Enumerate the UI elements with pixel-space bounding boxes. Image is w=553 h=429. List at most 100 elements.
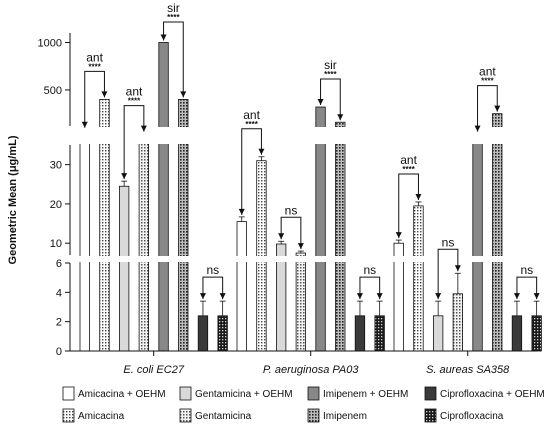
bar	[217, 315, 228, 352]
y-tick-label: 30	[50, 160, 62, 172]
significance-bracket	[163, 21, 184, 98]
bar	[158, 42, 169, 352]
significance-label: ns	[206, 263, 219, 277]
group-label: P. aeruginosa PA03	[263, 364, 359, 376]
arrowhead	[494, 105, 501, 112]
bar	[236, 221, 247, 352]
legend: Amicacina + OEHM Gentamicina + OEHM Imipen…	[62, 386, 545, 423]
significance-label: ns	[363, 263, 376, 277]
significance-label: ant	[86, 50, 103, 64]
legend-swatch	[62, 386, 75, 401]
significance-label: ns	[442, 235, 455, 249]
significance-label: sir	[324, 58, 337, 72]
y-tick-label: 500	[44, 85, 62, 97]
arrowhead	[219, 293, 226, 300]
significance-label: ant	[126, 85, 143, 99]
significance-bracket	[516, 276, 538, 300]
arrowhead	[454, 265, 461, 272]
legend-swatch	[62, 408, 75, 423]
arrowhead	[160, 34, 167, 41]
bar	[197, 315, 209, 352]
arrowhead	[180, 91, 187, 98]
y-tick-label: 0	[56, 346, 62, 358]
legend-label: Imipenem	[323, 411, 367, 422]
significance-stars: ****	[481, 77, 494, 86]
bar	[138, 133, 150, 352]
significance-bracket	[84, 70, 105, 128]
bar	[432, 315, 444, 352]
bar	[354, 315, 366, 352]
arrowhead	[415, 193, 422, 200]
significance-label: ant	[479, 65, 496, 79]
significance-bracket	[320, 78, 341, 121]
axis-break	[63, 256, 538, 262]
legend-label: Amicacina	[78, 411, 125, 422]
arrowhead	[513, 293, 520, 300]
legend-swatch	[179, 386, 192, 401]
arrowhead	[101, 91, 108, 98]
bar	[531, 315, 542, 352]
group-label: E. coli EC27	[123, 364, 184, 376]
bar	[511, 315, 523, 352]
bar	[472, 133, 483, 352]
significance-label: ant	[243, 108, 260, 122]
bar	[374, 315, 385, 352]
significance-stars: ****	[128, 97, 141, 106]
arrowhead	[435, 293, 442, 300]
legend-swatch	[179, 408, 192, 423]
legend-label: Imipenem + OEHM	[323, 389, 408, 400]
significance-stars: ****	[402, 165, 415, 174]
arrowhead	[140, 125, 147, 132]
annotations-layer: ****ant****ant****sirns****antns****sirn…	[81, 1, 540, 300]
y-tick-label: 2	[56, 317, 62, 329]
significance-bracket	[123, 105, 145, 180]
legend-label: Ciprofloxacina	[440, 411, 504, 422]
significance-stars: ****	[324, 70, 337, 79]
arrowhead	[121, 173, 128, 180]
significance-label: sir	[167, 1, 180, 15]
significance-stars: ****	[88, 62, 101, 71]
bar	[335, 121, 346, 352]
significance-bracket	[398, 173, 419, 239]
legend-label: Gentamicina + OEHM	[195, 389, 293, 400]
axis-break	[63, 127, 538, 144]
group-label: S. aureas SA358	[426, 364, 510, 376]
arrowhead	[278, 233, 285, 240]
bar	[413, 205, 424, 352]
arrowhead	[258, 148, 265, 155]
significance-bracket	[477, 85, 498, 132]
y-tick-label: 4	[56, 287, 62, 299]
bar	[295, 252, 307, 352]
significance-label: ns	[520, 263, 533, 277]
legend-swatch	[307, 386, 320, 401]
significance-bracket	[359, 276, 381, 300]
bar	[256, 160, 267, 352]
significance-bracket	[241, 128, 262, 215]
arrowhead	[199, 293, 206, 300]
legend-swatch	[307, 408, 320, 423]
bar	[79, 129, 90, 352]
arrowhead	[376, 293, 383, 300]
legend-label: Ciprofloxacina + OEHM	[440, 389, 545, 400]
arrowhead	[238, 208, 245, 215]
arrowhead	[356, 293, 363, 300]
arrowhead	[297, 243, 304, 250]
significance-label: ns	[285, 203, 298, 217]
bar	[492, 113, 503, 352]
y-tick-label: 10	[50, 238, 62, 250]
significance-bracket	[437, 248, 459, 300]
significance-bracket	[280, 216, 302, 250]
legend-swatch	[424, 386, 437, 401]
arrowhead	[474, 125, 481, 132]
bars-layer	[63, 42, 542, 352]
legend-label: Amicacina + OEHM	[78, 389, 166, 400]
y-tick-label: 1000	[38, 37, 62, 49]
arrowhead	[81, 121, 88, 128]
arrowhead	[337, 114, 344, 121]
arrowhead	[395, 232, 402, 239]
axes-layer: 0 2 4 6 10 20 30 500 1000 E. coli EC27 P. aerugino…	[38, 33, 537, 376]
legend-label: Gentamicina	[195, 411, 252, 422]
significance-stars: ****	[245, 120, 258, 129]
y-tick-label: 6	[56, 258, 62, 270]
